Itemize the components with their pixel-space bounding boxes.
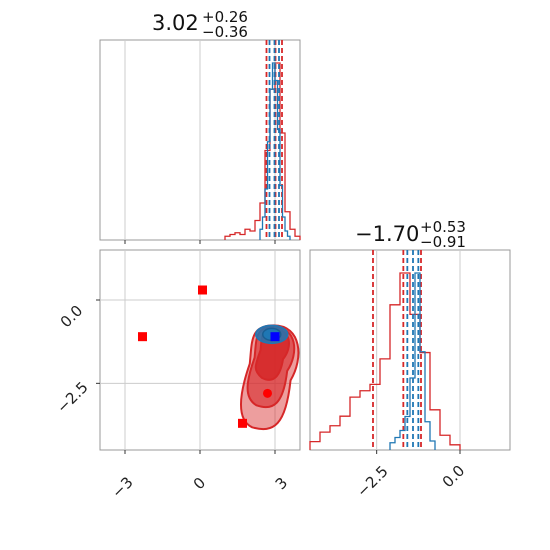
marker-square-4 [270, 332, 280, 342]
hist-bottom-right-series-0 [309, 272, 461, 450]
xtick-label-0: 0 [190, 474, 209, 493]
ytick-label-0: 0.0 [57, 302, 87, 332]
title-param2-median: −1.70 [355, 222, 419, 246]
ytick-label-neg2.5: −2.5 [53, 378, 91, 416]
title-param2-plus: +0.53 [420, 218, 466, 236]
title-param1-median: 3.02 [152, 11, 199, 35]
xtick-label-0.0-right: 0.0 [439, 462, 469, 492]
xtick-label-3: 3 [272, 474, 291, 493]
marker-square-0 [198, 285, 207, 295]
title-param1-minus: −0.36 [202, 23, 248, 41]
marker-circle-3 [263, 388, 272, 398]
title-param2-minus: −0.91 [420, 233, 466, 251]
chart-marks [96, 40, 461, 454]
marker-square-1 [138, 332, 147, 342]
marker-square-2 [238, 418, 247, 428]
title-param1-plus: +0.26 [202, 8, 248, 26]
hist-top-left-series-0 [224, 62, 301, 240]
xtick-label-neg3: −3 [108, 473, 136, 501]
hist-top-left-series-1 [259, 62, 291, 240]
xtick-label-neg2.5-right: −2.5 [353, 462, 391, 500]
